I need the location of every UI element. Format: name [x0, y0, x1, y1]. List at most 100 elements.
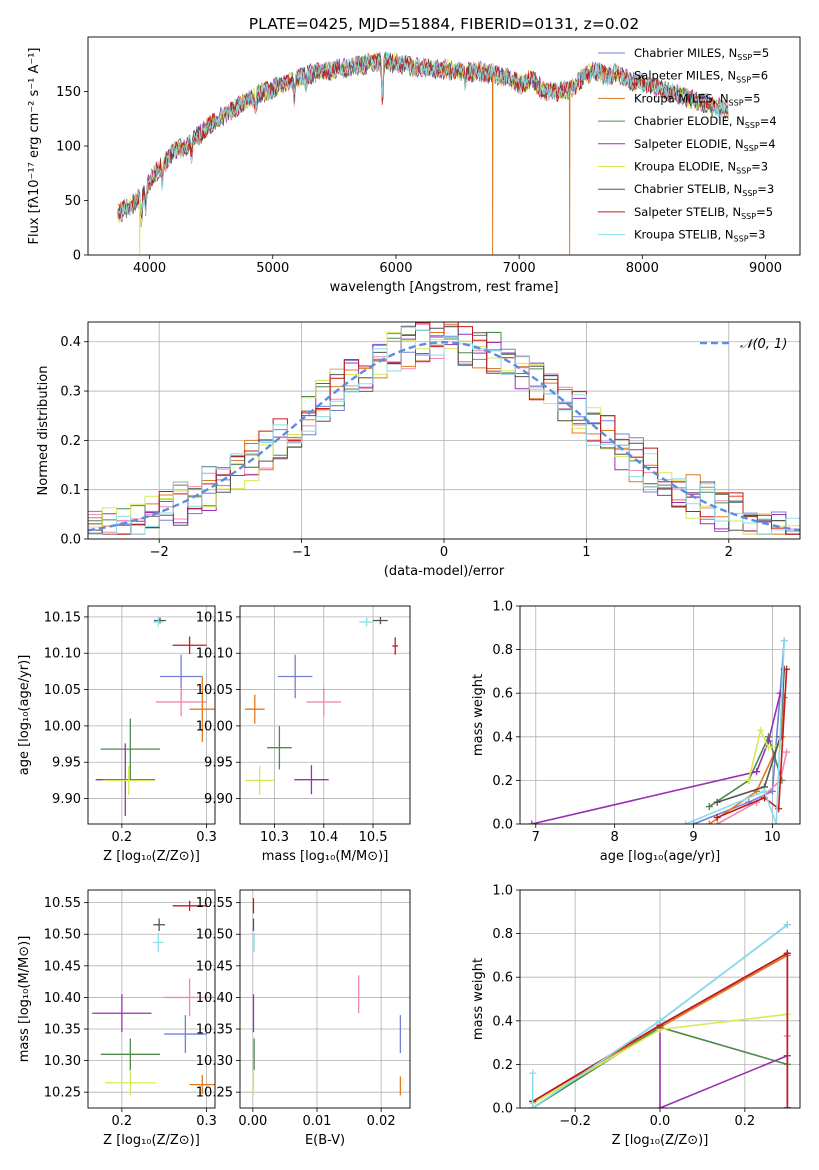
- weight-marker: [705, 803, 713, 811]
- y-tick-label: 0.0: [60, 533, 81, 548]
- x-tick-label: 0.2: [735, 1114, 756, 1129]
- x-tick-label: 10.5: [359, 830, 388, 845]
- errorbar-point: [92, 994, 152, 1033]
- y-tick-label: 10.35: [196, 1023, 233, 1038]
- errorbar-point: [373, 616, 388, 625]
- x-axis-label: mass [log₁₀(M/M⊙)]: [262, 849, 389, 864]
- weight-marker: [656, 1104, 664, 1108]
- errorbar-point: [164, 978, 215, 1017]
- y-tick-label: 10.40: [44, 991, 81, 1006]
- weight-marker: [656, 1017, 664, 1025]
- x-tick-label: 10.3: [260, 830, 289, 845]
- errorbar-point: [153, 617, 164, 627]
- x-tick-label: 2: [725, 545, 733, 560]
- x-tick-label: 8: [611, 830, 619, 845]
- errorbar-point: [155, 687, 207, 717]
- legend-label: Chabrier MILES, NSSP=5: [634, 46, 769, 62]
- x-axis-label: age [log₁₀(age/yr)]: [600, 849, 721, 864]
- x-tick-label: 10.4: [309, 830, 338, 845]
- weight-series: [685, 640, 785, 824]
- y-tick-label: 10.35: [44, 1023, 81, 1038]
- errorbar-point: [189, 1075, 215, 1095]
- axes-frame: [87, 605, 216, 825]
- panel-weight_vs_Z: −0.2 0.0 0.2 0.0 0.2 0.4 0.6 0.8 1.0 Z [log₁₀(Z/Z…: [471, 884, 801, 1148]
- x-tick-label: 6000: [379, 261, 412, 276]
- errorbar-point: [359, 617, 375, 627]
- x-tick-label: −1: [292, 545, 311, 560]
- y-tick-label: 9.90: [52, 792, 81, 807]
- y-tick-label: 10.10: [44, 647, 81, 662]
- weight-series: [716, 669, 788, 819]
- legend-label-sub: SSP: [741, 212, 756, 221]
- weight-marker: [783, 1104, 791, 1108]
- legend-label: Salpeter MILES, NSSP=6: [634, 69, 768, 85]
- legend-label-tail: =4: [760, 114, 777, 128]
- weight-series: [531, 693, 782, 824]
- legend-label: Salpeter ELODIE, NSSP=4: [634, 137, 776, 153]
- x-axis-label: Z [log₁₀(Z/Z⊙)]: [612, 1133, 709, 1148]
- weight-series: [531, 924, 788, 1108]
- weight-marker: [713, 798, 721, 806]
- x-tick-label: 0.02: [367, 1114, 396, 1129]
- legend-label-sub: SSP: [742, 189, 757, 198]
- y-tick-label: 10.00: [44, 719, 81, 734]
- weight-series: [708, 697, 785, 824]
- y-tick-label: 0.4: [60, 335, 81, 350]
- legend-label-main: Salpeter ELODIE, N: [634, 137, 744, 151]
- x-tick-label: 10: [764, 830, 781, 845]
- y-tick-label: 10.30: [196, 1054, 233, 1069]
- x-tick-label: 9: [689, 830, 697, 845]
- errorbar-point: [172, 900, 207, 911]
- y-tick-label: 0.0: [492, 1102, 513, 1117]
- x-axis-label: Z [log₁₀(Z/Z⊙)]: [103, 849, 200, 864]
- y-tick-label: 0.6: [492, 687, 513, 702]
- weight-marker: [780, 637, 788, 645]
- y-tick-label: 10.30: [44, 1054, 81, 1069]
- y-tick-label: 9.90: [204, 792, 233, 807]
- x-axis-label: wavelength [Angstrom, rest frame]: [330, 280, 559, 295]
- x-tick-label: 7000: [503, 261, 536, 276]
- y-tick-label: 10.45: [44, 959, 81, 974]
- x-tick-label: 0.00: [238, 1114, 267, 1129]
- panel-residuals: −2 −1 0 1 2 0.0 0.1 0.2 0.3 0.4 (data-model)/error…: [36, 321, 801, 579]
- axes-frame: [519, 605, 801, 825]
- x-tick-label: 0.0: [650, 1114, 671, 1129]
- y-tick-label: 1.0: [492, 600, 513, 615]
- axes-frame: [87, 321, 801, 540]
- legend-label: 𝒩(0, 1): [740, 337, 787, 352]
- histogram-series: [88, 326, 800, 535]
- y-tick-label: 0.2: [60, 434, 81, 449]
- legend: Chabrier MILES, NSSP=5 Salpeter MILES, NS…: [598, 46, 777, 244]
- x-tick-label: 7: [532, 830, 540, 845]
- errorbar-point: [244, 694, 265, 724]
- errorbar-point: [244, 765, 275, 795]
- y-tick-label: 150: [56, 85, 81, 100]
- x-tick-label: 0.3: [196, 1114, 217, 1129]
- histograms: [88, 322, 800, 535]
- legend-label-tail: =3: [749, 228, 766, 242]
- x-tick-label: 0: [440, 545, 448, 560]
- errorbar-point: [164, 1015, 207, 1054]
- legend-label-sub: SSP: [744, 144, 759, 153]
- x-tick-label: −2: [150, 545, 169, 560]
- weight-marker: [761, 787, 769, 795]
- legend-label-sub: SSP: [737, 53, 752, 62]
- y-tick-label: 10.50: [44, 928, 81, 943]
- y-tick-label: 10.05: [196, 683, 233, 698]
- weight-series: [716, 669, 785, 803]
- x-axis-label: E(B-V): [305, 1133, 345, 1148]
- x-tick-label: 4000: [133, 261, 166, 276]
- legend-label-tail: =5: [744, 91, 761, 105]
- legend-label-tail: =5: [752, 46, 769, 60]
- y-tick-label: 10.40: [196, 991, 233, 1006]
- legend-label-main: Kroupa STELIB, N: [634, 228, 734, 242]
- weight-marker: [753, 768, 761, 776]
- legend-label-sub: SSP: [736, 76, 751, 85]
- weight-lines: [528, 637, 791, 824]
- x-tick-label: 1: [582, 545, 590, 560]
- axes-frame: [519, 889, 801, 1109]
- panel-mass_vs_ebv: 0.00 0.01 0.02 10.25 10.30 10.35 10.40 10.45 10.…: [196, 889, 411, 1148]
- y-tick-label: 10.50: [196, 928, 233, 943]
- weight-marker: [682, 820, 690, 824]
